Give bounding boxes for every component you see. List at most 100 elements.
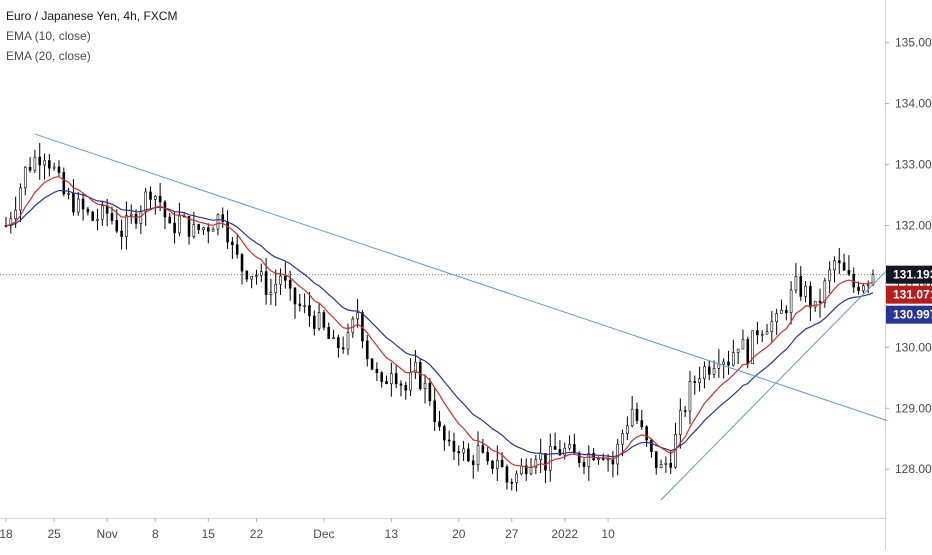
candle-body [534,459,538,468]
price-label-ema20: 130.997 [893,308,932,322]
candle-body [125,215,128,237]
candle-body [385,381,388,385]
candle-body [255,275,258,277]
candle-body [380,372,384,382]
candle-body [231,241,234,246]
candle-body [640,420,644,428]
candle-body [346,332,350,350]
candle-body [404,384,408,391]
candle-body [833,260,836,271]
ema10-line [5,175,874,468]
candle-body [520,465,523,475]
candle-body [659,464,663,469]
candle-body [178,215,181,234]
candle-body [365,340,369,360]
candle-body [433,400,436,422]
candle-body [202,227,205,230]
candle-body [322,312,326,328]
y-tick-label: 133.000 [895,158,932,172]
candle-body [96,218,99,221]
candle-body [823,280,827,303]
candle-body [86,208,90,213]
candle-body [592,453,595,461]
candle-body [582,462,586,467]
candle-body [457,451,461,454]
candle-body [688,381,692,412]
candle-body [52,166,56,169]
uptrend-line[interactable] [660,269,888,501]
candle-body [568,444,571,449]
candle-body [418,361,422,389]
candle-body [269,292,273,295]
candle-body [510,481,514,484]
candle-body [139,210,143,224]
candle-body [813,300,817,308]
price-label-ema10: 131.071 [893,288,932,302]
candle-body [544,453,547,471]
symbol-title[interactable]: Euro / Japanese Yen, 4h, FXCM [6,9,178,23]
ema20-legend[interactable]: EMA (20, close) [6,49,91,63]
candle-body [630,408,634,427]
candle-body [751,330,754,365]
candle-body [626,425,629,434]
candle-body [736,348,740,353]
candle-body [601,458,605,460]
x-tick-label: 18 [0,527,13,541]
candle-body [471,460,475,466]
candle-body [235,244,239,255]
candle-body [115,220,119,232]
candle-body [129,213,133,216]
candle-body [23,166,27,189]
ema20-line [5,189,874,458]
candle-body [481,445,485,453]
candle-body [67,192,70,195]
candle-body [467,448,470,462]
candle-body [683,410,687,412]
downtrend-line[interactable] [34,133,888,421]
candle-body [19,187,22,211]
candle-body [698,378,701,384]
candle-body [110,213,114,221]
candle-body [495,460,499,469]
candle-body [38,156,42,166]
candle-body [635,408,639,421]
candle-body [770,321,774,332]
candle-body [207,227,210,232]
price-label-ema10-bg [886,285,932,304]
candle-body [168,216,172,224]
candle-body [486,452,489,462]
y-tick-label: 132.000 [895,218,932,232]
candle-body [548,446,552,471]
candle-body [91,211,94,221]
candle-body [597,458,600,461]
candle-body [524,465,528,475]
candle-body [558,449,562,456]
candle-body [732,352,735,366]
candle-body [577,452,581,463]
candle-body [462,448,465,454]
candle-body [72,192,75,213]
candle-body [842,262,846,271]
candle-body [264,271,268,295]
candle-body [394,373,398,385]
candle-body [423,382,427,389]
candle-body [500,460,504,468]
candle-body [780,310,783,314]
candle-body [741,339,745,350]
candle-body [794,276,798,291]
candle-body [707,366,711,375]
candle-body [57,166,61,173]
y-tick-label: 130.000 [895,340,932,354]
candle-body [669,462,673,468]
candle-body [650,439,653,452]
candle-body [101,205,104,220]
ema10-legend[interactable]: EMA (10, close) [6,29,91,43]
candle-body [154,195,157,200]
candle-body [515,473,518,483]
candle-body [327,327,331,339]
candle-body [606,458,610,461]
candle-body [337,337,340,349]
candle-body [144,191,147,212]
